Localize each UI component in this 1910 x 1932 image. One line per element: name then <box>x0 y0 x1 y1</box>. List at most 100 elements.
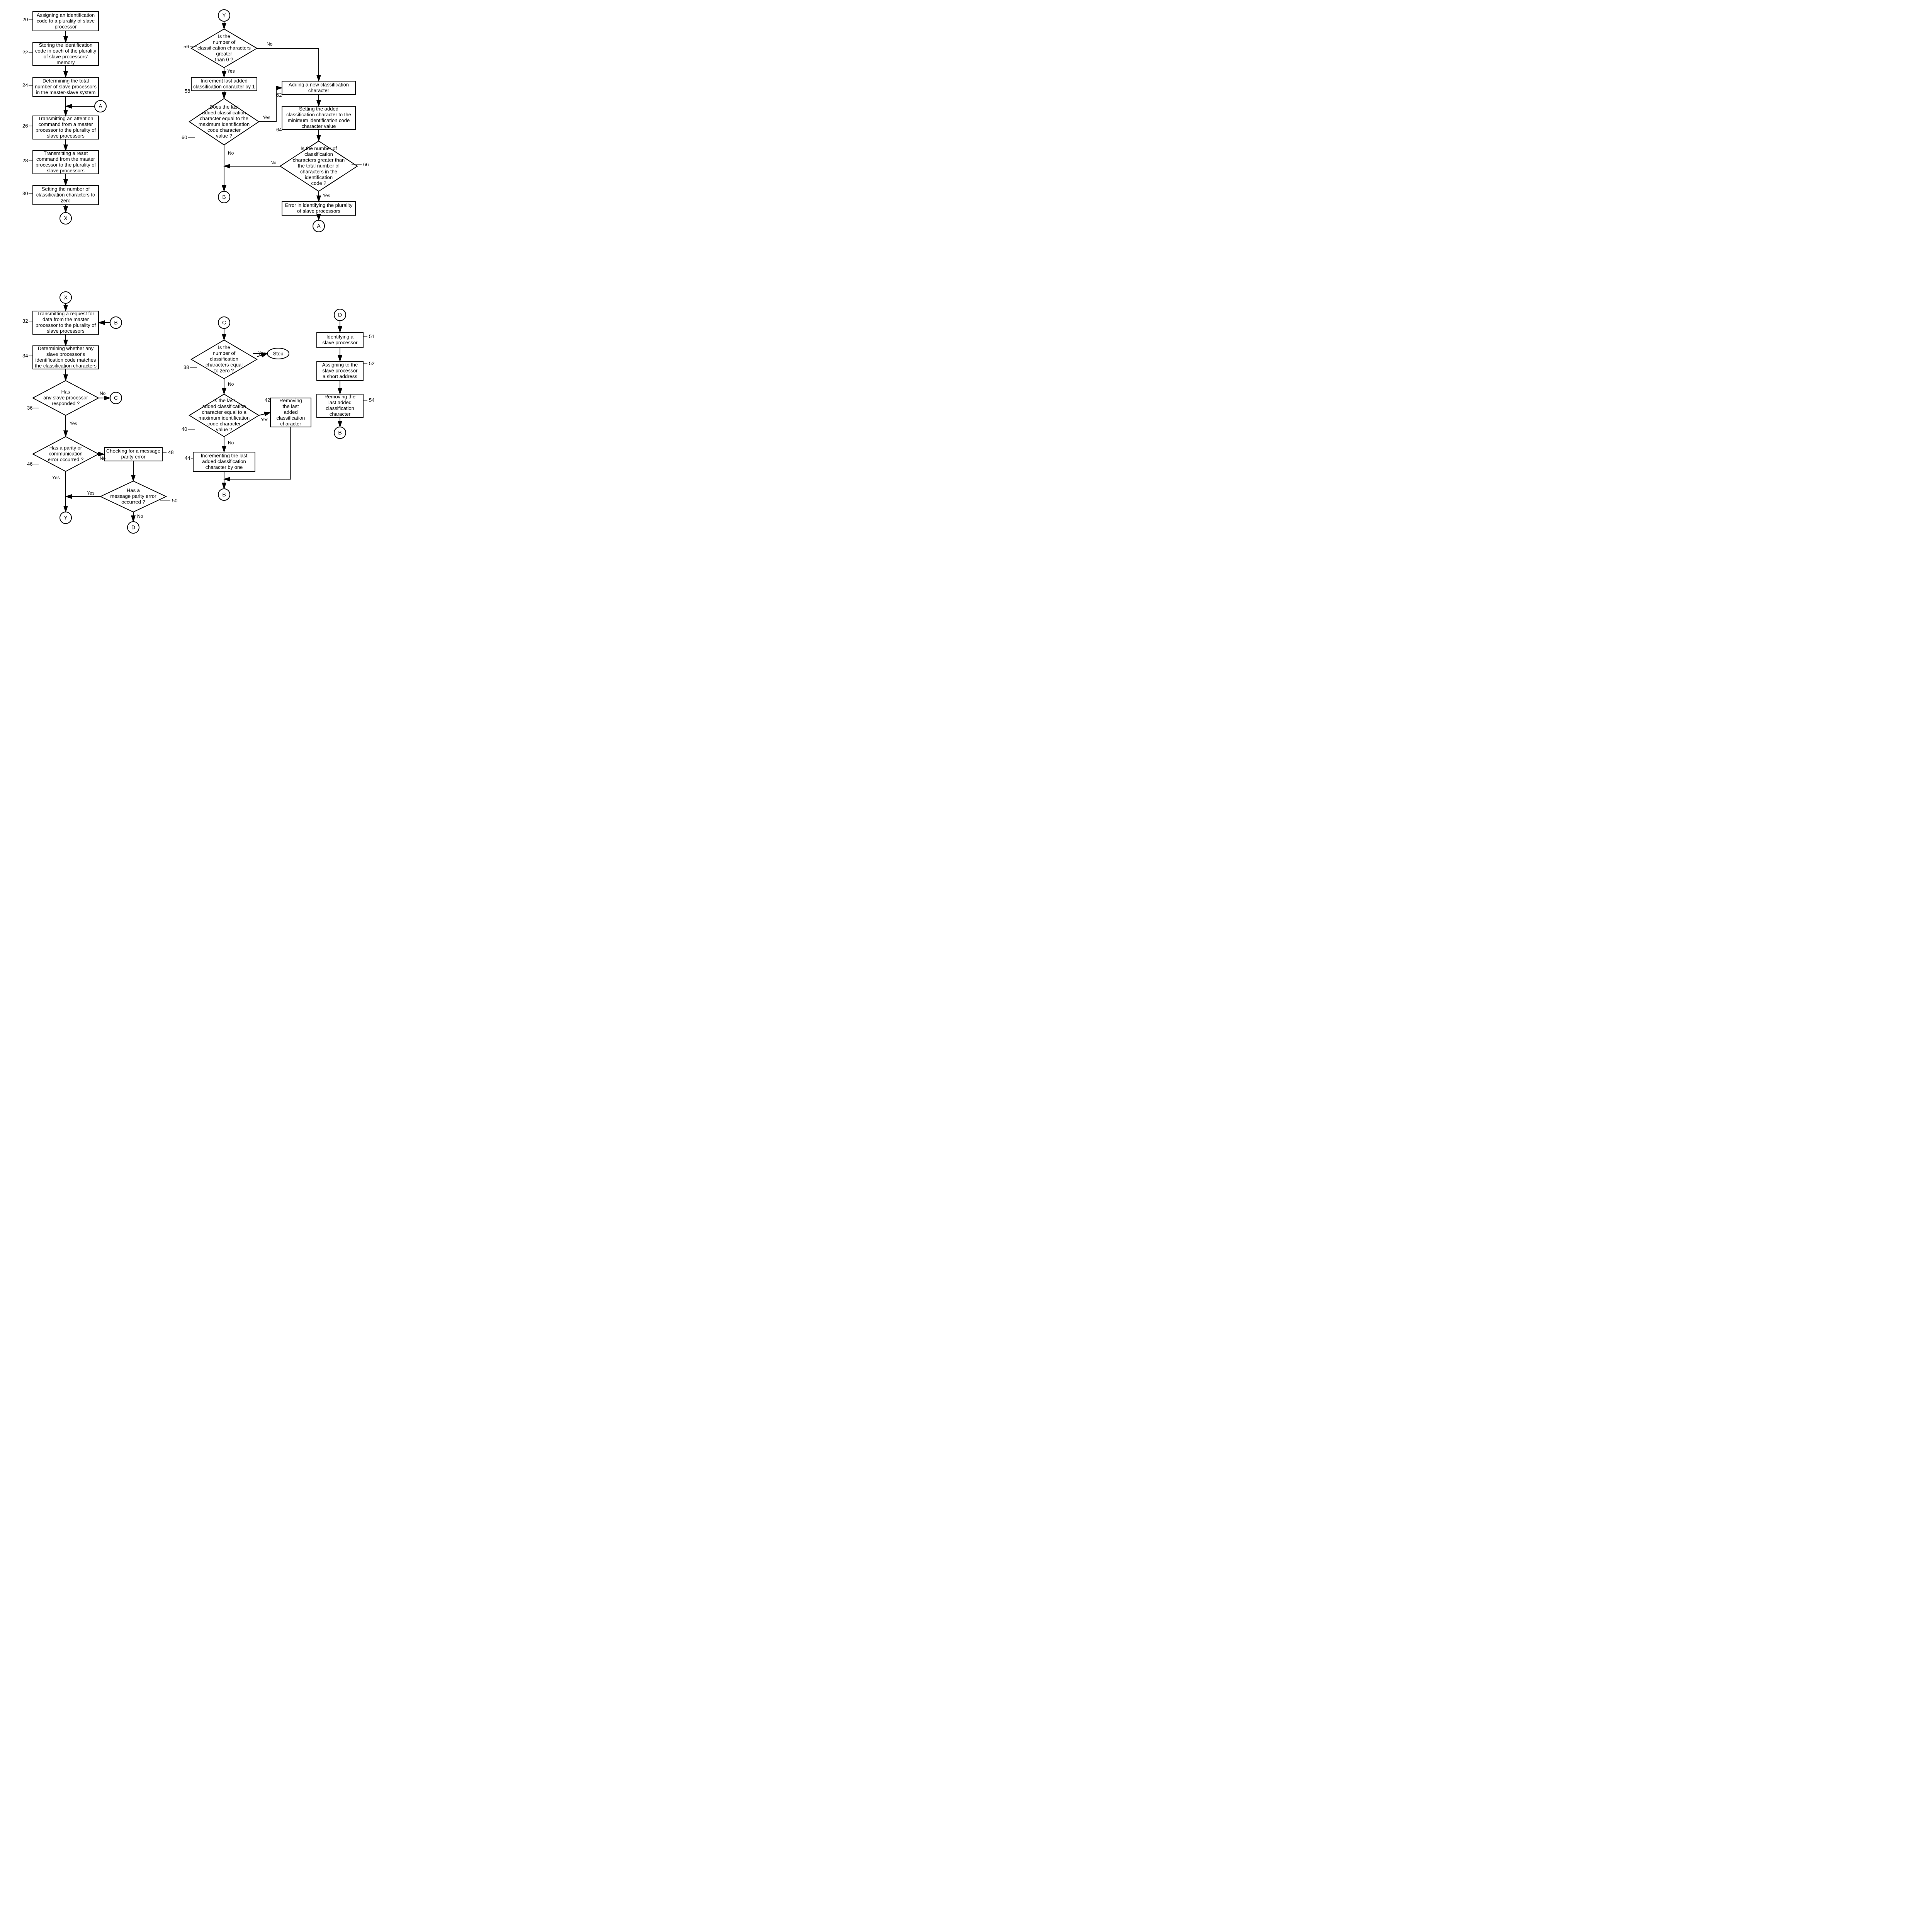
svg-text:character value: character value <box>302 123 336 129</box>
edge-label: No <box>100 456 106 461</box>
svg-text:Is the last: Is the last <box>213 398 235 403</box>
svg-text:identification: identification <box>305 174 333 180</box>
svg-text:any slave processor: any slave processor <box>43 395 88 400</box>
svg-text:slave processors: slave processors <box>47 168 85 173</box>
edge-label: Yes <box>70 421 77 426</box>
svg-text:the classification characters: the classification characters <box>35 363 97 369</box>
svg-text:classification characters: classification characters <box>197 45 251 51</box>
svg-text:number of: number of <box>213 350 236 356</box>
svg-text:classification: classification <box>277 415 305 421</box>
svg-text:Has a: Has a <box>127 487 140 493</box>
svg-text:processor to the plurality of: processor to the plurality of <box>36 322 96 328</box>
svg-text:Assigning an identification: Assigning an identification <box>37 12 95 18</box>
edge <box>257 48 319 81</box>
svg-text:A: A <box>317 223 321 229</box>
edge-label: Yes <box>258 350 266 356</box>
ref-label: 62 <box>276 92 282 98</box>
svg-text:Is the: Is the <box>218 345 230 350</box>
edge-label: No <box>228 150 234 156</box>
edge-label: Yes <box>227 68 235 74</box>
svg-text:Storing the identification: Storing the identification <box>39 42 93 48</box>
svg-text:Assigning to the: Assigning to the <box>322 362 358 367</box>
svg-text:Checking for a message: Checking for a message <box>106 448 160 454</box>
svg-text:slave processor: slave processor <box>322 340 358 345</box>
svg-text:X: X <box>64 294 68 301</box>
svg-text:to zero ?: to zero ? <box>214 367 234 373</box>
svg-text:greater: greater <box>216 51 232 56</box>
svg-text:command from a master: command from a master <box>39 121 93 127</box>
svg-text:B: B <box>114 320 117 326</box>
svg-text:classification: classification <box>304 151 333 157</box>
svg-text:code ?: code ? <box>311 180 326 186</box>
svg-text:character: character <box>280 421 301 427</box>
svg-text:Determining whether any: Determining whether any <box>38 345 94 351</box>
svg-text:added classification: added classification <box>202 458 246 464</box>
svg-text:value ?: value ? <box>216 133 232 139</box>
svg-text:character: character <box>308 87 330 93</box>
svg-text:the last: the last <box>283 403 299 409</box>
svg-text:parity error: parity error <box>121 454 146 459</box>
svg-text:code character: code character <box>207 421 241 427</box>
flowchart: Assigning an identificationcode to a plu… <box>0 0 382 603</box>
svg-text:characters greater than: characters greater than <box>293 157 345 163</box>
svg-text:classification: classification <box>210 356 238 362</box>
svg-text:processor to the plurality of: processor to the plurality of <box>36 162 96 168</box>
svg-text:characters in the: characters in the <box>300 168 337 174</box>
svg-text:Y: Y <box>222 12 226 19</box>
svg-text:Increment last added: Increment last added <box>201 78 247 83</box>
svg-text:Has a parity or: Has a parity or <box>49 445 82 451</box>
svg-text:code in each of the plurality: code in each of the plurality <box>35 48 97 54</box>
edge-label: No <box>270 160 277 165</box>
ref-label: 40 <box>182 426 187 432</box>
svg-text:Transmitting an attention: Transmitting an attention <box>38 116 93 121</box>
svg-text:zero: zero <box>61 197 70 203</box>
svg-text:character equal to the: character equal to the <box>200 116 248 121</box>
svg-text:Does the last: Does the last <box>209 104 239 110</box>
svg-text:classification character by 1: classification character by 1 <box>193 83 255 89</box>
svg-text:value ?: value ? <box>216 427 232 432</box>
svg-text:Adding a new classification: Adding a new classification <box>289 82 349 87</box>
svg-text:number of slave processors: number of slave processors <box>35 83 97 89</box>
svg-text:maximum identification: maximum identification <box>199 121 250 127</box>
svg-text:character: character <box>330 411 351 417</box>
svg-text:Error in identifying the plura: Error in identifying the plurality <box>285 202 353 208</box>
ref-label: 66 <box>363 162 369 167</box>
edge-label: Yes <box>52 475 60 480</box>
svg-text:D: D <box>131 524 135 531</box>
ref-label: 60 <box>182 134 187 140</box>
ref-label: 32 <box>22 318 28 324</box>
svg-text:Setting the number of: Setting the number of <box>42 186 90 192</box>
svg-text:Stop: Stop <box>273 350 284 356</box>
ref-label: 46 <box>27 461 32 467</box>
ref-label: 24 <box>22 82 28 88</box>
svg-text:C: C <box>222 320 226 326</box>
ref-label: 58 <box>185 88 190 94</box>
svg-text:responded ?: responded ? <box>52 400 80 406</box>
svg-text:code character: code character <box>207 127 241 133</box>
svg-text:Transmitting a reset: Transmitting a reset <box>44 150 88 156</box>
edge-label: Yes <box>87 490 95 496</box>
svg-text:character by one: character by one <box>206 464 243 470</box>
edge-label: No <box>228 381 234 387</box>
ref-label: 48 <box>168 449 173 455</box>
svg-text:D: D <box>338 312 342 318</box>
svg-text:added: added <box>284 409 297 415</box>
svg-text:classification characters to: classification characters to <box>36 192 95 197</box>
svg-text:Transmitting a request for: Transmitting a request for <box>37 311 94 316</box>
edge-label: No <box>100 391 106 396</box>
svg-text:Y: Y <box>64 515 68 521</box>
ref-label: 30 <box>22 190 28 196</box>
edge-label: Yes <box>261 417 268 422</box>
svg-text:classification: classification <box>326 405 354 411</box>
ref-label: 28 <box>22 158 28 163</box>
svg-text:B: B <box>222 194 226 200</box>
svg-text:than 0 ?: than 0 ? <box>215 56 233 62</box>
svg-text:slave processor's: slave processor's <box>46 351 85 357</box>
svg-text:of slave processors: of slave processors <box>297 208 340 214</box>
svg-text:processor to the plurality of: processor to the plurality of <box>36 127 96 133</box>
ref-label: 36 <box>27 405 32 411</box>
ref-label: 22 <box>22 49 28 55</box>
svg-text:in the master-slave system: in the master-slave system <box>36 89 96 95</box>
svg-text:added classification: added classification <box>202 110 246 116</box>
svg-text:command from the master: command from the master <box>36 156 95 162</box>
